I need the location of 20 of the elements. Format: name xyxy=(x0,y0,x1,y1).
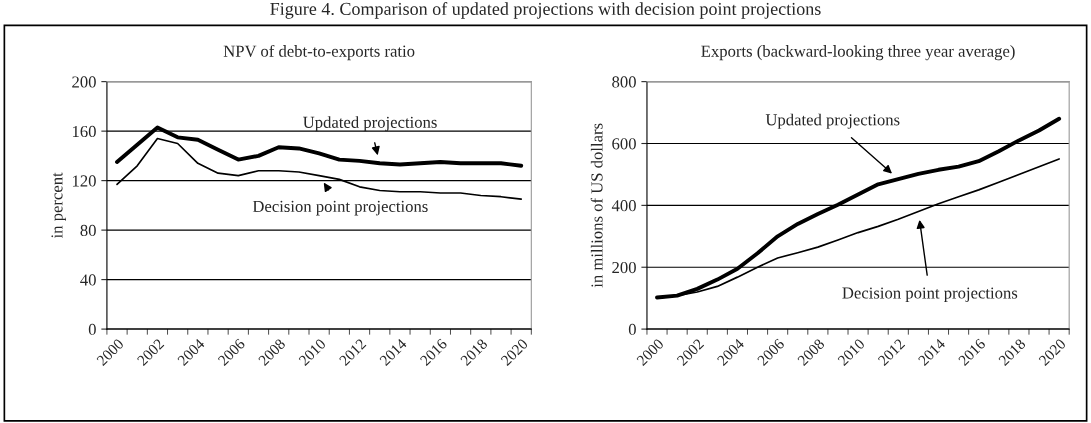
caption: Figure 4. Comparison of updated projections with decision point projections xyxy=(270,2,821,19)
chart-title: NPV of debt-to-exports ratio xyxy=(223,44,415,61)
y-tick-label: 0 xyxy=(628,323,636,336)
text: Updated projections xyxy=(765,113,900,129)
y-axis-title: in millions of US dollars xyxy=(590,123,603,288)
y-tick-label: 80 xyxy=(80,224,96,237)
y-tick-label: 200 xyxy=(612,261,636,274)
y-tick-label: 120 xyxy=(72,175,96,187)
series-label: Updated projections xyxy=(303,116,437,132)
y-tick-label: 800 xyxy=(612,76,636,88)
y-axis-title: in percent xyxy=(51,172,66,239)
y-tick-label: 0 xyxy=(88,323,96,336)
chart-title: Exports (backward-looking three year average) xyxy=(701,45,1015,61)
y-tick-label: 160 xyxy=(72,125,96,138)
legend-label: Decision point projections xyxy=(252,200,428,216)
text: Decision point projections xyxy=(842,287,1018,303)
y-tick-label: 40 xyxy=(80,274,96,286)
y-tick-label: 400 xyxy=(611,200,636,212)
y-tick-label: 200 xyxy=(72,76,96,88)
y-tick-label: 600 xyxy=(612,138,636,150)
